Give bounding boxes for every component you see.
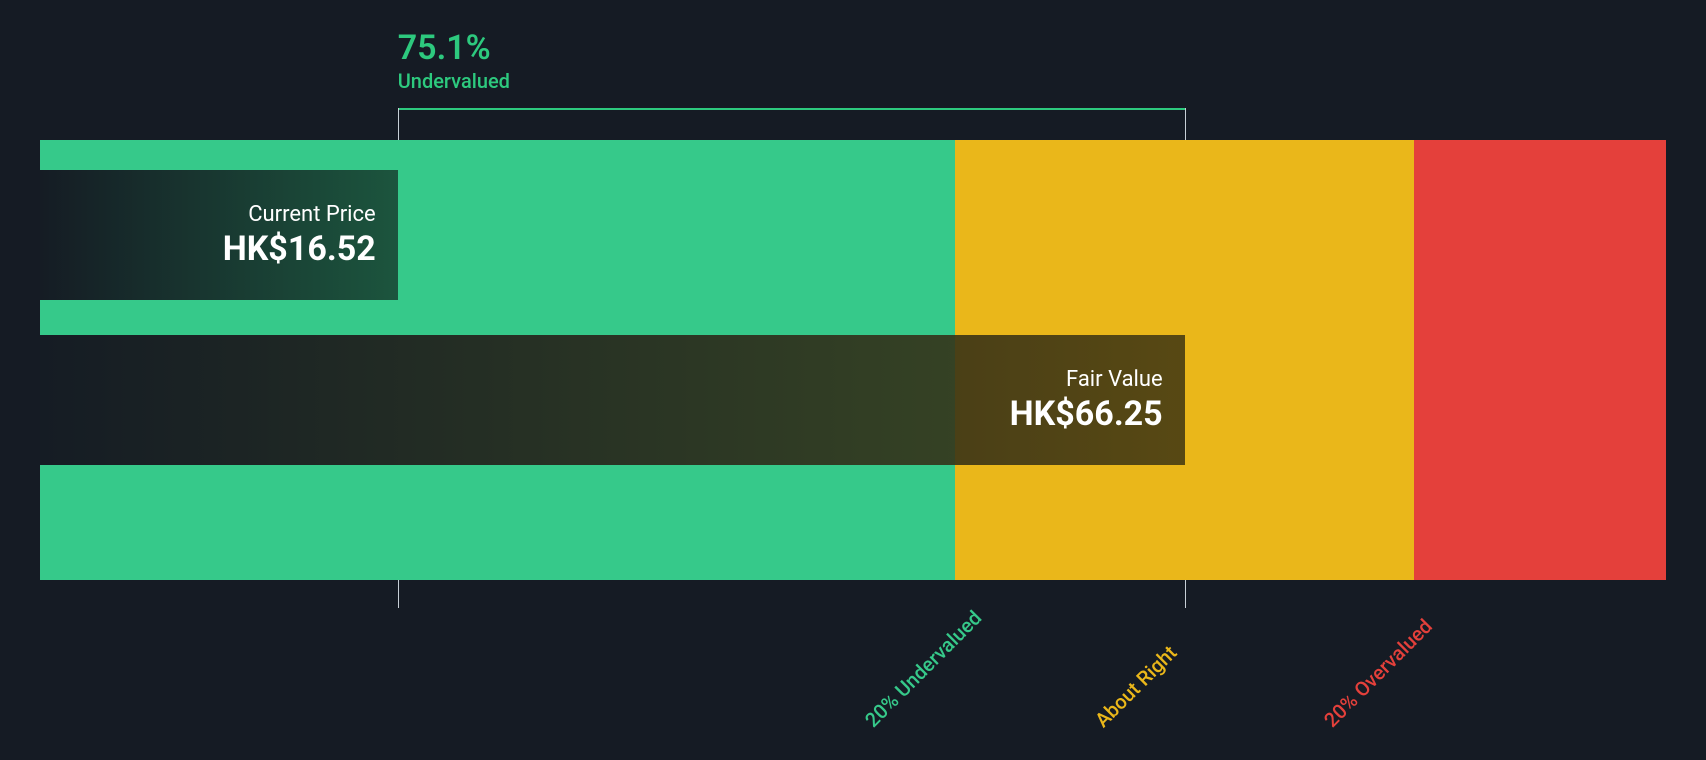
- current-price-box: Current Price HK$16.52: [40, 170, 398, 300]
- current-price-value: HK$16.52: [223, 229, 376, 269]
- axis-label: 20% Overvalued: [1319, 614, 1437, 732]
- bracket-top-line: [398, 108, 1185, 110]
- fair-value-value: HK$66.25: [1010, 394, 1163, 434]
- valuation-bar: Current Price HK$16.52 Fair Value HK$66.…: [40, 140, 1666, 580]
- axis-label: About Right: [1090, 640, 1182, 732]
- undervalued-header: 75.1% Undervalued: [398, 30, 510, 93]
- fair-value-box: Fair Value HK$66.25: [40, 335, 1185, 465]
- current-price-label: Current Price: [248, 202, 376, 227]
- valuation-chart: 75.1% Undervalued Current Price HK$16.52…: [40, 30, 1666, 730]
- undervalued-sub: Undervalued: [398, 69, 510, 93]
- zone-overvalued: [1414, 140, 1666, 580]
- axis-label: 20% Undervalued: [860, 606, 986, 732]
- undervalued-percent: 75.1%: [398, 30, 510, 67]
- fair-value-label: Fair Value: [1066, 367, 1163, 392]
